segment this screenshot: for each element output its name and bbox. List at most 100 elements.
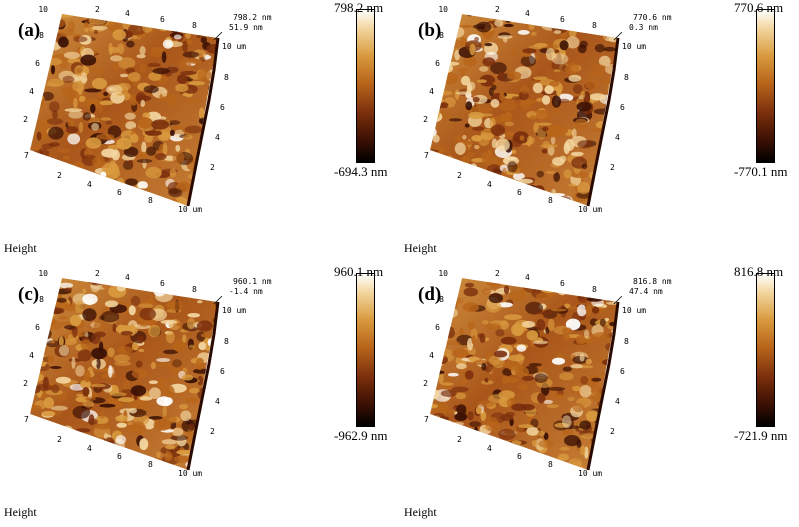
- z-max-label: 770.6 nm: [633, 13, 672, 22]
- axis-tick-left: 4: [429, 87, 434, 96]
- axis-tick-right: 2: [610, 163, 615, 172]
- axis-tick-top: 2: [95, 5, 100, 14]
- axis-tick-left: 6: [35, 59, 40, 68]
- afm-panel-c: 10 8 6 4 2 2 4 6 8 10 um 8 6 4 2 2 4 6 8 7 960.1 nm -1.4 nm 1…: [0, 264, 399, 527]
- z-mid-label: 51.9 nm: [229, 23, 263, 32]
- axis-tick-front: 4: [487, 180, 492, 189]
- axis-tick-origin: 7: [424, 151, 429, 160]
- axis-tick-front: 2: [57, 171, 62, 180]
- axis-tick-right: 8: [624, 337, 629, 346]
- axis-tick-front: 10 um: [178, 469, 202, 478]
- axis-tick-right: 2: [210, 163, 215, 172]
- axis-tick-right: 4: [615, 397, 620, 406]
- axis-tick-front: 2: [457, 171, 462, 180]
- axis-tick-right: 8: [224, 73, 229, 82]
- axis-tick-left: 4: [29, 87, 34, 96]
- axis-tick-top: 6: [160, 15, 165, 24]
- axis-tick-front: 4: [87, 444, 92, 453]
- axis-tick-top: 2: [495, 5, 500, 14]
- afm-3d-surface: 10 8 6 4 2 2 4 6 8 10 um 8 6 4 2 2 4 6 8 7 960.1 nm-1.4 nm 1…: [23, 269, 272, 478]
- color-scale-bar: [756, 9, 775, 163]
- axis-tick-left: 2: [423, 115, 428, 124]
- color-scale-max: 770.6 nm: [734, 0, 784, 15]
- z-mid-label: 0.3 nm: [629, 23, 658, 32]
- axis-tick-front: 4: [87, 180, 92, 189]
- axis-tick-left: 2: [23, 379, 28, 388]
- axis-tick-front: 8: [548, 460, 553, 469]
- axis-tick-right: 6: [620, 103, 625, 112]
- axis-tick-front: 6: [117, 188, 122, 197]
- panel-label: (b): [418, 20, 442, 41]
- axis-tick-top: 8: [192, 285, 197, 294]
- axis-tick-front: 2: [57, 435, 62, 444]
- axis-tick-left: 8: [39, 31, 44, 40]
- axis-tick-right: 6: [220, 103, 225, 112]
- axis-tick-left: 4: [29, 351, 34, 360]
- z-mid-label: -1.4 nm: [229, 287, 263, 296]
- axis-tick-right: 8: [224, 337, 229, 346]
- axis-tick-left: 2: [423, 379, 428, 388]
- color-scale-min: -770.1 nm: [734, 164, 788, 179]
- color-scale-bar: [356, 9, 375, 163]
- axis-tick-left: 6: [35, 323, 40, 332]
- axis-tick-origin: 7: [424, 415, 429, 424]
- color-scale-bar: [356, 273, 375, 427]
- panel-label: (c): [18, 284, 40, 305]
- panel-label: (a): [18, 20, 41, 41]
- axis-tick-top: 6: [560, 279, 565, 288]
- axis-tick-front: 2: [457, 435, 462, 444]
- axis-tick-left: 8: [439, 31, 444, 40]
- axis-tick-top: 6: [160, 279, 165, 288]
- axis-tick-front: 4: [487, 444, 492, 453]
- axis-tick-top: 8: [192, 21, 197, 30]
- panel-label: (d): [418, 284, 442, 305]
- axis-tick-left: 10: [38, 269, 48, 278]
- axis-tick-front: 6: [517, 188, 522, 197]
- axis-tick-right: 4: [615, 133, 620, 142]
- height-label: Height: [404, 505, 437, 519]
- height-label: Height: [4, 505, 37, 519]
- axis-tick-left: 8: [39, 295, 44, 304]
- axis-tick-top: 2: [95, 269, 100, 278]
- afm-panel-a: 10 8 6 4 2 2 4 6 8 10 um 8 6 4 2 2 4 6 8 7 798.2 nm 51.9 nm 1…: [0, 0, 399, 263]
- axis-tick-right: 8: [624, 73, 629, 82]
- axis-tick-front: 8: [148, 460, 153, 469]
- axis-tick-top: 4: [125, 273, 130, 282]
- color-scale-min: -694.3 nm: [334, 164, 388, 179]
- z-mid-label: 47.4 nm: [629, 287, 663, 296]
- axis-tick-top: 2: [495, 269, 500, 278]
- height-label: Height: [4, 241, 37, 255]
- axis-tick-left: 6: [435, 59, 440, 68]
- z-axis-label: 10 um: [222, 42, 246, 51]
- z-max-label: 798.2 nm: [233, 13, 272, 22]
- axis-tick-right: 6: [220, 367, 225, 376]
- axis-tick-top: 4: [125, 9, 130, 18]
- axis-tick-top: 6: [560, 15, 565, 24]
- afm-3d-surface: 10 8 6 4 2 2 4 6 8 10 um 8 6 4 2 2 4 6 8 7 770.6 nm0.3 nm 10…: [423, 5, 672, 214]
- axis-tick-origin: 7: [24, 151, 29, 160]
- axis-tick-front: 6: [117, 452, 122, 461]
- color-scale-max: 816.8 nm: [734, 264, 784, 279]
- height-label: Height: [404, 241, 437, 255]
- axis-tick-left: 4: [429, 351, 434, 360]
- color-scale-bar: [756, 273, 775, 427]
- axis-tick-left: 10: [438, 269, 448, 278]
- axis-tick-top: 4: [525, 9, 530, 18]
- axis-tick-left: 10: [38, 5, 48, 14]
- axis-tick-left: 2: [23, 115, 28, 124]
- axis-tick-top: 4: [525, 273, 530, 282]
- color-scale-min: -721.9 nm: [734, 428, 788, 443]
- axis-tick-front: 8: [148, 196, 153, 205]
- axis-tick-front: 10 um: [578, 205, 602, 214]
- axis-tick-front: 10 um: [178, 205, 202, 214]
- axis-tick-front: 10 um: [578, 469, 602, 478]
- color-scale-min: -962.9 nm: [334, 428, 388, 443]
- axis-tick-right: 2: [610, 427, 615, 436]
- axis-tick-left: 8: [439, 295, 444, 304]
- axis-tick-left: 6: [435, 323, 440, 332]
- axis-tick-front: 6: [517, 452, 522, 461]
- z-max-label: 816.8 nm: [633, 277, 672, 286]
- axis-tick-top: 8: [592, 285, 597, 294]
